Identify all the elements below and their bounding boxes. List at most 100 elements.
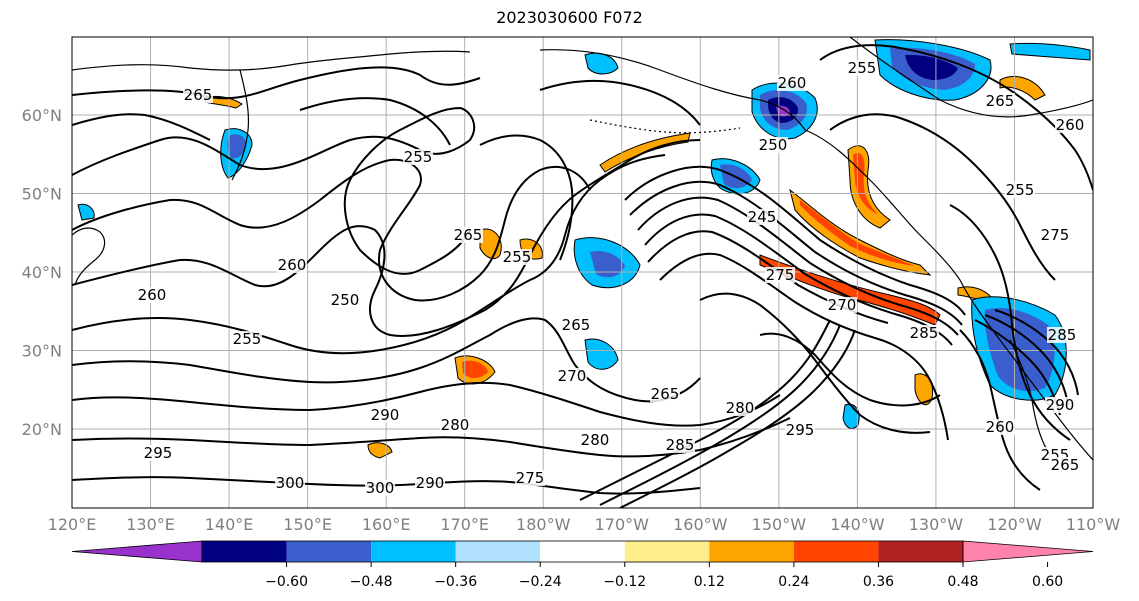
colorbar-ticks: −0.60 −0.48 −0.36 −0.24 −0.12 0.12 0.24 0.36 0.4… [265,562,1063,590]
coastline-alaska [539,49,806,131]
contour-label: 255 [848,59,877,77]
contour-label-background [1050,457,1080,473]
colorbar-segment [793,541,879,562]
contour-label-background [330,292,360,308]
contour-line [624,165,966,316]
negative-area-alaska-center [776,105,790,117]
contour-label: 280 [726,399,755,417]
longitude-labels: 120°E 130°E 140°E 150°E 160°E 170°E 180°W 170°W… [48,515,1121,534]
contour-label-background [453,227,483,243]
contour-label: 250 [331,291,360,309]
colorbar-tick-label: 0.12 [694,574,725,590]
contour-label: 295 [786,421,815,439]
contour-label: 300 [366,479,395,497]
contour-label-background [502,249,532,265]
contour-label: 270 [558,367,587,385]
contour-label-background [557,368,587,384]
contour-label-background [275,475,305,491]
contour-label-background [415,475,445,491]
colorbar-extend-min [71,540,203,563]
colorbar-segment [286,541,372,562]
contour-line [72,66,481,100]
contour-line [759,332,941,407]
contour-line [479,134,574,261]
negative-area-japan [77,203,95,221]
contour-label: 280 [441,416,470,434]
colorbar-tick-label: 0.36 [863,574,894,590]
coastline-asia [72,50,471,71]
contour-line [539,79,701,126]
contour-label-background [777,75,807,91]
lat-label: 20°N [22,420,62,439]
contour-label-background [985,419,1015,435]
lat-label: 50°N [22,185,62,204]
contour-label-background [758,137,788,153]
contour-label: 260 [1056,116,1085,134]
map-title: 2023030600 F072 [496,8,643,27]
contour-label: 265 [562,316,591,334]
coastline-kamchatka [231,69,250,181]
contour-labels: 265 255 260 265 255 250 245 255 265 250 260 255 270 2… [137,59,1085,497]
colorbar-tick-label: −0.24 [519,574,562,590]
lon-label: 120°W [987,515,1042,534]
contour-label-background [1040,227,1070,243]
contour-label-background [847,60,877,76]
contour-line [629,180,963,326]
contour-line [659,252,949,441]
contour-label: 250 [759,136,788,154]
contour-label: 300 [276,474,305,492]
positive-area-subtropical-core [462,360,488,379]
contour-line [72,317,701,403]
lat-label: 60°N [22,106,62,125]
gridlines [72,37,1093,508]
contour-label-background [232,331,262,347]
positive-area-canada-coast-core [853,152,878,214]
colorbar: −0.60 −0.48 −0.36 −0.24 −0.12 0.12 0.24 0.36 0.4… [71,540,1094,590]
contour-label-background [515,470,545,486]
contour-label-background [365,480,395,496]
coastline-baja [1009,339,1051,456]
contour-label: 260 [986,418,1015,436]
contour-line [72,158,591,302]
contour-label: 265 [1051,456,1080,474]
negative-area-north-canada [1009,42,1091,61]
contour-line [644,213,953,346]
lon-label: 130°W [909,515,964,534]
contour-label-background [580,432,610,448]
colorbar-segment [202,541,287,562]
contour-label: 285 [910,324,939,342]
positive-area-gulf-alaska [789,188,932,276]
contour-label-background [665,437,695,453]
contour-label: 255 [404,148,433,166]
contour-line [819,44,1093,191]
lon-label: 110°W [1066,515,1121,534]
colorbar-tick-label: −0.36 [434,574,477,590]
contour-label-background [1005,182,1035,198]
colorbar-extend-max [962,540,1094,563]
contour-label-background [561,317,591,333]
contour-line [984,314,1069,406]
colorbar-tick-label: −0.60 [265,574,308,590]
colorbar-tick-label: −0.12 [603,574,646,590]
contour-label-background [1047,327,1077,343]
contour-label-background [765,267,795,283]
contour-label-background [650,386,680,402]
positive-area-kamchatka [204,95,243,109]
contour-label: 265 [986,92,1015,110]
contour-line [579,319,831,501]
lon-label: 140°W [830,515,885,534]
contour-label: 255 [233,330,262,348]
contour-label-background [183,87,213,103]
contour-line [959,329,1041,491]
contour-label-background [143,445,173,461]
contour-label-background [827,297,857,313]
contour-line [72,139,701,337]
lat-label: 30°N [22,342,62,361]
lon-label: 170°E [440,515,489,534]
lon-label: 180°W [516,515,571,534]
lon-label: 140°E [205,515,254,534]
contour-label: 270 [828,296,857,314]
lat-label: 40°N [22,263,62,282]
contour-line [72,154,666,355]
